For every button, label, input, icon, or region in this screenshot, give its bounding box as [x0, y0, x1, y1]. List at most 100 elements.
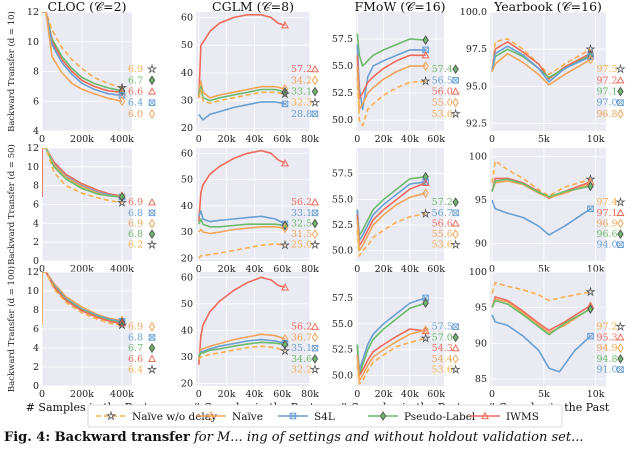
final-value-label-s4l: 6.8: [128, 208, 143, 219]
chart-panel-r1c1: 20 30 40 50 60 0 20k 40k 60k 80k 56.233.132.531.52…: [181, 148, 321, 275]
x-tick-label: 40k: [245, 264, 263, 275]
final-value-label-s4l: 6.4: [128, 98, 143, 109]
marker-box: [311, 110, 319, 118]
y-axis-label: Backward Transfer (d = 10): [6, 11, 17, 132]
marker-cross: [587, 205, 594, 212]
series-group: [198, 14, 286, 121]
y-axis-label: Backward Transfer (d = 100): [6, 266, 17, 392]
marker-cross: [312, 209, 318, 216]
marker-cross: [452, 209, 459, 216]
label-marker-s4l: [617, 99, 624, 106]
series-line-iwms: [198, 149, 286, 222]
marker-cross: [617, 99, 624, 106]
x-tick-label: 0: [489, 264, 495, 275]
y-tick-label: 97.5: [466, 44, 487, 55]
chart-title: CLOC (𝒞=2): [48, 0, 127, 14]
label-marker-iwms: [147, 354, 157, 362]
label-marker-s4l: [148, 99, 156, 106]
label-marker-naive: [452, 353, 459, 364]
label-marker-pseudo_label: [148, 229, 156, 240]
label-marker-naive: [617, 108, 624, 119]
final-value-label-naive_wo_delay: 32.2: [291, 365, 312, 376]
series-group: [42, 272, 123, 326]
end-marker-naive_wo_delay: [116, 319, 128, 330]
series-group: [42, 12, 123, 103]
label-marker-naive: [452, 97, 459, 108]
x-tick-label: 20k: [218, 134, 236, 145]
final-value-label-naive_wo_delay: 97.5: [596, 64, 617, 75]
y-tick-label: 8: [33, 181, 39, 192]
series-group: [491, 38, 591, 86]
final-value-label-s4l: 94.0: [596, 240, 617, 251]
end-marker-iwms: [280, 21, 290, 29]
series-line-naive: [356, 192, 426, 252]
marker-cross: [282, 100, 288, 107]
end-marker-iwms: [421, 51, 430, 59]
y-tick-label: 57.5: [332, 293, 353, 304]
series-line-s4l: [491, 45, 591, 83]
label-marker-naive_wo_delay: [450, 364, 461, 374]
marker-box: [617, 241, 624, 249]
final-value-label-s4l: 97.0: [596, 98, 617, 109]
final-value-label-iwms: 6.6: [128, 354, 143, 365]
x-tick-label: 200k: [70, 264, 94, 275]
label-marker-iwms: [451, 219, 460, 227]
marker-box: [281, 100, 289, 108]
legend-box: [87, 404, 563, 428]
marker-cross: [452, 323, 459, 330]
legend-marker-pseudo_label: [379, 411, 387, 421]
label-marker-naive_wo_delay: [615, 321, 626, 332]
y-tick-label: 30: [181, 352, 193, 363]
marker-cross: [290, 413, 296, 419]
x-tick-label: 400k: [110, 264, 134, 275]
end-marker-naive_wo_delay: [279, 88, 291, 99]
final-value-label-naive_wo_delay: 32.3: [291, 98, 312, 109]
y-tick-label: 52.5: [332, 88, 353, 99]
label-marker-pseudo_label: [452, 197, 459, 208]
series-line-pseudo_label: [198, 341, 286, 358]
x-tick-label: 10k: [587, 389, 605, 400]
y-tick-label: 30: [181, 96, 193, 107]
series-line-naive_wo_delay: [198, 345, 286, 360]
final-value-label-naive: 55.6: [432, 229, 453, 240]
series-line-naive_wo_delay: [491, 160, 591, 197]
series-line-naive: [356, 329, 426, 382]
legend-marker-iwms: [480, 411, 490, 420]
series-line-s4l: [356, 44, 426, 111]
legend-marker-s4l: [289, 412, 297, 420]
marker-cross: [452, 77, 459, 84]
series-line-s4l: [491, 199, 591, 236]
label-marker-pseudo_label: [452, 64, 459, 75]
series-line-iwms: [42, 148, 123, 198]
marker-box: [452, 77, 459, 84]
x-tick-label: 200k: [70, 389, 94, 400]
series-line-s4l: [356, 297, 426, 372]
series-line-naive: [198, 333, 286, 358]
series-group: [491, 160, 591, 236]
series-group: [491, 281, 592, 373]
plot-area: [196, 148, 310, 261]
chart-panel-r0c1: 20 30 40 50 60 0 20k 40k 60k 80k 57.234.233.132.32…: [181, 0, 321, 145]
label-marker-pseudo_label: [148, 75, 156, 86]
label-marker-naive: [452, 229, 459, 240]
label-marker-naive_wo_delay: [450, 108, 461, 119]
y-tick-label: 92.5: [466, 119, 487, 130]
plot-area: [490, 148, 606, 261]
y-tick-label: 6: [33, 96, 39, 107]
marker-box: [617, 99, 624, 106]
final-value-label-naive: 6.9: [128, 322, 143, 333]
x-tick-label: 0: [39, 264, 45, 275]
label-marker-pseudo_label: [617, 229, 624, 240]
label-marker-naive: [148, 218, 156, 229]
x-tick-label: 20k: [375, 134, 393, 145]
final-value-label-iwms: 56.2: [291, 197, 312, 208]
series-line-naive_wo_delay: [198, 243, 286, 259]
label-marker-s4l: [452, 323, 459, 331]
final-value-label-s4l: 56.5: [432, 75, 453, 86]
final-value-label-naive: 6.9: [128, 218, 143, 229]
x-tick-label: 0: [354, 389, 360, 400]
